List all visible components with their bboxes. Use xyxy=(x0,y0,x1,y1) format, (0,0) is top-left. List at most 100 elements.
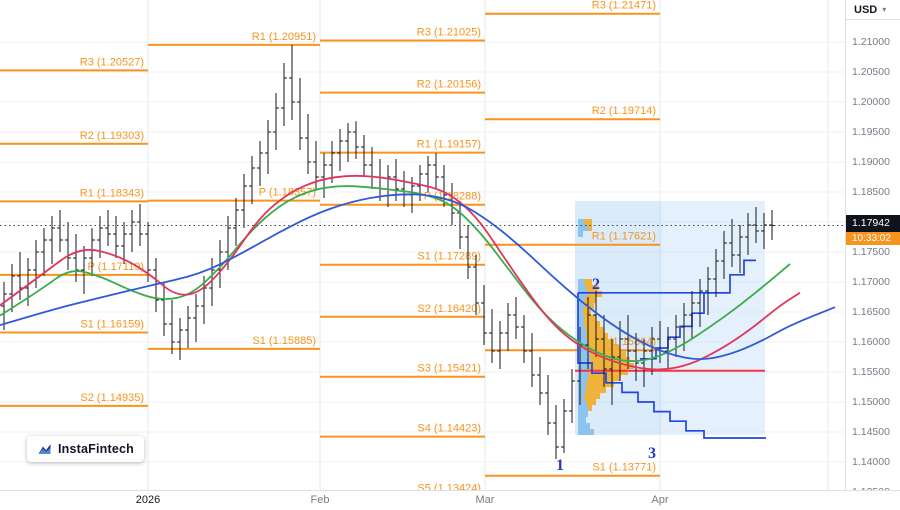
ohlc-bar xyxy=(305,114,311,174)
ohlc-bar xyxy=(249,156,255,204)
profile-row-yellow xyxy=(586,327,604,333)
ohlc-bar xyxy=(601,315,607,387)
pivot-label: S1 (1.16159) xyxy=(80,319,144,331)
ohlc-bar xyxy=(641,339,647,387)
price-tick-label: 1.20000 xyxy=(852,96,890,108)
price-axis[interactable]: USD ▾ 1.17942 10:33:02 1.21000 1.20500 1.2… xyxy=(845,0,900,498)
profile-row-yellow xyxy=(588,291,602,297)
pivot-label: R2 (1.20156) xyxy=(417,79,481,91)
ohlc-bar xyxy=(73,234,79,282)
ohlc-bar xyxy=(521,315,527,363)
profile-row-blue xyxy=(578,303,584,309)
ohlc-bar xyxy=(729,219,735,267)
ohlc-bar xyxy=(529,333,535,387)
profile-row-yellow xyxy=(588,405,592,411)
ohlc-bar xyxy=(569,369,575,423)
profile-row-blue xyxy=(578,399,586,405)
time-axis[interactable]: 2026 Feb Mar Apr xyxy=(0,490,900,510)
price-tick-label: 1.19000 xyxy=(852,156,890,168)
profile-row-blue xyxy=(578,363,590,369)
bar-countdown-badge: 10:33:02 xyxy=(846,232,900,246)
ohlc-bar xyxy=(553,405,559,459)
brand-name: InstaFintech xyxy=(58,442,135,456)
profile-row-yellow xyxy=(588,225,592,231)
profile-row-blue xyxy=(578,309,583,315)
ohlc-bar xyxy=(345,123,351,162)
ma-red-line xyxy=(0,174,801,371)
ohlc-bar xyxy=(697,279,703,327)
ohlc-bar xyxy=(297,78,303,150)
ohlc-bar xyxy=(361,135,367,177)
chart-svg: R3 (1.20527) R2 (1.19303) R1 (1.18343) P (1… xyxy=(0,0,845,490)
profile-row-blue xyxy=(578,393,584,399)
ohlc-bar xyxy=(41,228,47,276)
price-tick-label: 1.16000 xyxy=(852,336,890,348)
wave-count-label: 2 xyxy=(592,276,600,293)
currency-selector[interactable]: USD ▾ xyxy=(846,0,900,20)
ohlc-bar xyxy=(665,327,671,369)
ohlc-bar xyxy=(65,222,71,270)
profile-row-yellow xyxy=(586,285,598,291)
ohlc-bar xyxy=(705,267,711,315)
profile-row-yellow xyxy=(584,321,600,327)
profile-row-yellow xyxy=(584,297,596,303)
ohlc-bar xyxy=(593,291,599,357)
profile-row-yellow xyxy=(588,339,614,345)
ohlc-bar xyxy=(241,174,247,228)
ma-blue-line xyxy=(0,193,836,360)
ohlc-bar xyxy=(161,282,167,336)
ohlc-bar xyxy=(289,45,295,120)
profile-row-yellow xyxy=(584,393,600,399)
profile-row-blue xyxy=(578,327,586,333)
ohlc-bar xyxy=(505,303,511,351)
profile-row-blue xyxy=(578,219,584,225)
ohlc-bar xyxy=(433,153,439,189)
time-axis-label: 2026 xyxy=(135,494,161,506)
ohlc-bar xyxy=(209,258,215,306)
pivot-label: S5 (1.13424) xyxy=(417,483,481,490)
ohlc-bar xyxy=(481,285,487,345)
profile-row-blue xyxy=(578,231,583,237)
price-tick-label: 1.18500 xyxy=(852,186,890,198)
profile-row-blue xyxy=(578,333,586,339)
profile-row-blue xyxy=(578,321,584,327)
pivot-label: S1 (1.17289) xyxy=(417,251,481,263)
pivot-label: S4 (1.14423) xyxy=(417,423,481,435)
ohlc-bar xyxy=(545,375,551,435)
profile-row-blue xyxy=(578,417,586,423)
ohlc-bar xyxy=(337,129,343,171)
ohlc-bar xyxy=(473,255,479,315)
profile-row-blue xyxy=(578,405,588,411)
ohlc-bar xyxy=(609,339,615,405)
ohlc-bar xyxy=(89,228,95,276)
profile-row-blue xyxy=(578,351,590,357)
price-tick-label: 1.21000 xyxy=(852,36,890,48)
chart-plot-area[interactable]: R3 (1.20527) R2 (1.19303) R1 (1.18343) P (1… xyxy=(0,0,845,490)
ohlc-bar xyxy=(321,153,327,198)
ohlc-bar xyxy=(689,291,695,339)
ohlc-bar xyxy=(561,399,567,453)
profile-row-blue xyxy=(578,381,586,387)
wave-count-label: 1 xyxy=(556,457,564,474)
profile-row-yellow xyxy=(588,369,628,375)
ohlc-bar xyxy=(649,327,655,375)
profile-row-yellow xyxy=(586,333,608,339)
ohlc-bar xyxy=(233,198,239,246)
ohlc-bar xyxy=(513,297,519,339)
time-axis-label: Apr xyxy=(651,494,669,506)
time-axis-label: Mar xyxy=(475,494,495,506)
ohlc-bar xyxy=(441,165,447,207)
ohlc-bar xyxy=(57,210,63,252)
profile-row-blue xyxy=(578,429,594,435)
ohlc-bar xyxy=(489,309,495,363)
ohlc-bar xyxy=(129,210,135,252)
pivot-label: P (1.18357) xyxy=(259,187,316,199)
pivot-label: P (1.17119) xyxy=(88,261,144,273)
price-tick-label: 1.20500 xyxy=(852,66,890,78)
ohlc-bar xyxy=(273,93,279,150)
ohlc-bar xyxy=(401,171,407,207)
ohlc-bar xyxy=(33,240,39,288)
ohlc-bar xyxy=(633,333,639,381)
profile-row-blue xyxy=(578,315,584,321)
